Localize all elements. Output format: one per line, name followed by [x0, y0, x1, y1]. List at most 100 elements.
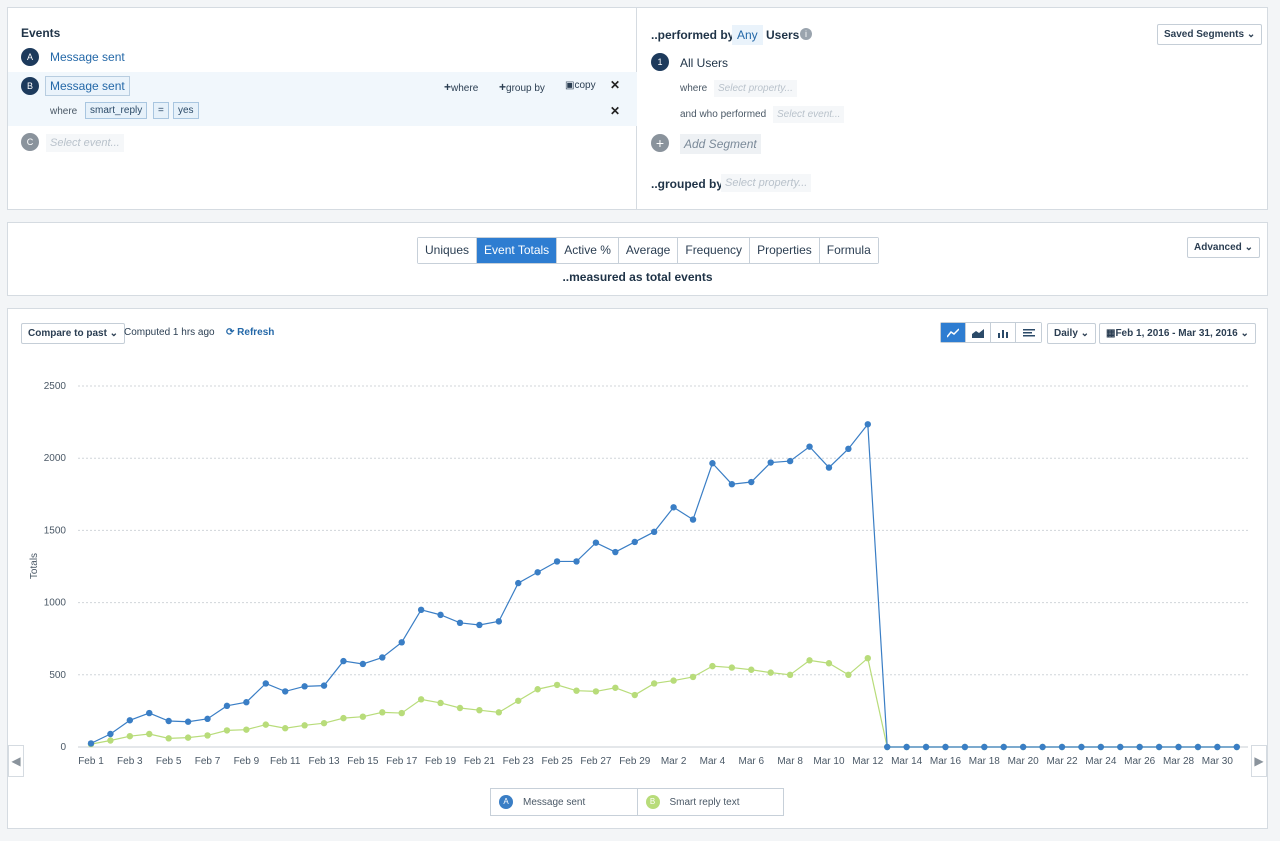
refresh-button[interactable]: ⟳ Refresh [226, 327, 275, 338]
y-tick-label: 0 [60, 742, 66, 753]
data-point-a [942, 743, 949, 751]
copy-button[interactable]: ▣copy [565, 80, 596, 91]
data-point-a [476, 621, 483, 629]
events-section: Events A Message sent B Message sent +wh… [8, 8, 637, 209]
data-point-b [437, 699, 444, 707]
line-chart-icon[interactable] [941, 323, 966, 342]
data-point-a [786, 457, 794, 465]
data-point-b [223, 727, 231, 734]
tab-average[interactable]: Average [618, 238, 679, 263]
tab-frequency[interactable]: Frequency [678, 238, 751, 263]
y-tick-label: 1000 [44, 598, 67, 609]
advanced-button[interactable]: Advanced ⌄ [1187, 237, 1260, 258]
data-point-a [379, 654, 386, 661]
x-tick-label: Feb 21 [464, 756, 496, 767]
filter-value[interactable]: yes [173, 102, 199, 119]
data-point-a [1078, 743, 1085, 751]
data-point-a [592, 539, 600, 546]
x-tick-label: Feb 15 [347, 756, 379, 767]
table-view-icon[interactable] [1016, 323, 1041, 342]
area-chart-icon[interactable] [966, 323, 991, 342]
x-tick-label: Mar 16 [930, 756, 962, 767]
data-point-b [767, 669, 774, 676]
x-tick-label: Feb 3 [117, 756, 143, 767]
grouped-by-select[interactable]: Select property... [721, 174, 812, 192]
interval-select[interactable]: Daily ⌄ [1047, 323, 1097, 344]
group-by-button[interactable]: +group by [499, 80, 545, 94]
data-point-b [845, 671, 852, 678]
add-segment-button[interactable]: Add Segment [680, 134, 761, 154]
scroll-right-arrow[interactable]: ▶ [1251, 745, 1267, 777]
event-b-select[interactable]: Message sent [45, 76, 130, 96]
data-point-a [767, 459, 774, 466]
data-point-b [709, 662, 716, 670]
legend-item-b[interactable]: B Smart reply text [638, 789, 784, 815]
data-point-a [359, 660, 367, 668]
filter-operator[interactable]: = [153, 102, 169, 119]
data-point-a [631, 538, 638, 546]
remove-event-b-icon[interactable]: ✕ [610, 78, 621, 92]
data-point-a [107, 730, 114, 738]
data-point-b [398, 709, 405, 717]
x-tick-label: Mar 2 [661, 756, 687, 767]
data-point-b [320, 719, 328, 727]
event-c-select[interactable]: Select event... [46, 134, 124, 152]
data-point-a [1136, 743, 1143, 751]
x-tick-label: Mar 24 [1085, 756, 1117, 767]
data-point-b [243, 726, 250, 733]
info-icon[interactable]: i [800, 28, 812, 40]
add-segment-icon[interactable]: + [651, 134, 669, 152]
data-point-a [825, 464, 833, 471]
x-tick-label: Feb 9 [234, 756, 260, 767]
measured-as-label: ..measured as total events [562, 270, 713, 284]
x-tick-label: Mar 18 [969, 756, 1001, 767]
filter-property[interactable]: smart_reply [85, 102, 148, 119]
tab-formula[interactable]: Formula [819, 238, 878, 263]
x-tick-label: Feb 7 [195, 756, 221, 767]
tab-properties[interactable]: Properties [750, 238, 820, 263]
users-label: Users [766, 28, 800, 42]
segment-where-label: where [680, 83, 708, 94]
data-point-a [340, 657, 347, 665]
data-point-a [262, 680, 269, 687]
data-point-a [243, 699, 250, 706]
data-point-a [748, 478, 755, 486]
who-performed-select[interactable]: Select event... [773, 106, 845, 123]
legend-b-badge: B [645, 795, 660, 809]
data-point-b [204, 732, 211, 739]
data-point-b [515, 697, 522, 704]
any-select[interactable]: Any [732, 25, 763, 45]
add-where-button[interactable]: +where [444, 80, 479, 94]
legend-item-a[interactable]: A Message sent [491, 789, 638, 815]
data-point-a [456, 619, 464, 627]
metric-tabs: Uniques Event Totals Active % Average Fr… [417, 237, 879, 264]
segment-name[interactable]: All Users [680, 56, 729, 70]
remove-filter-icon[interactable]: ✕ [610, 104, 621, 118]
segment-where-select[interactable]: Select property... [714, 80, 797, 97]
compare-to-past-button[interactable]: Compare to past ⌄ [21, 323, 126, 344]
calendar-icon: ▦ [1106, 328, 1116, 339]
data-point-b [282, 725, 289, 732]
data-point-b [534, 686, 541, 693]
tab-event-totals[interactable]: Event Totals [477, 238, 558, 263]
data-point-a [301, 683, 308, 690]
x-tick-label: Mar 12 [852, 756, 884, 767]
date-range-picker[interactable]: ▦Feb 1, 2016 - Mar 31, 2016 ⌄ [1099, 323, 1256, 344]
refresh-icon: ⟳ [226, 327, 235, 338]
data-point-b [126, 732, 134, 740]
tab-active-percent[interactable]: Active % [557, 238, 619, 263]
y-tick-label: 500 [49, 670, 66, 681]
saved-segments-button[interactable]: Saved Segments ⌄ [1157, 24, 1263, 45]
performed-by-title: ..performed by [651, 28, 735, 42]
metric-panel: Uniques Event Totals Active % Average Fr… [7, 222, 1268, 296]
event-a-badge: A [21, 48, 39, 66]
y-tick-label: 2500 [44, 381, 67, 392]
data-point-b [146, 730, 153, 738]
data-point-a [903, 743, 910, 751]
tab-uniques[interactable]: Uniques [418, 238, 478, 263]
bar-chart-icon[interactable] [991, 323, 1016, 342]
data-point-b [379, 709, 386, 716]
event-a-label[interactable]: Message sent [50, 50, 125, 64]
scroll-left-arrow[interactable]: ◀ [8, 745, 24, 777]
filter-where-label: where [50, 106, 78, 117]
